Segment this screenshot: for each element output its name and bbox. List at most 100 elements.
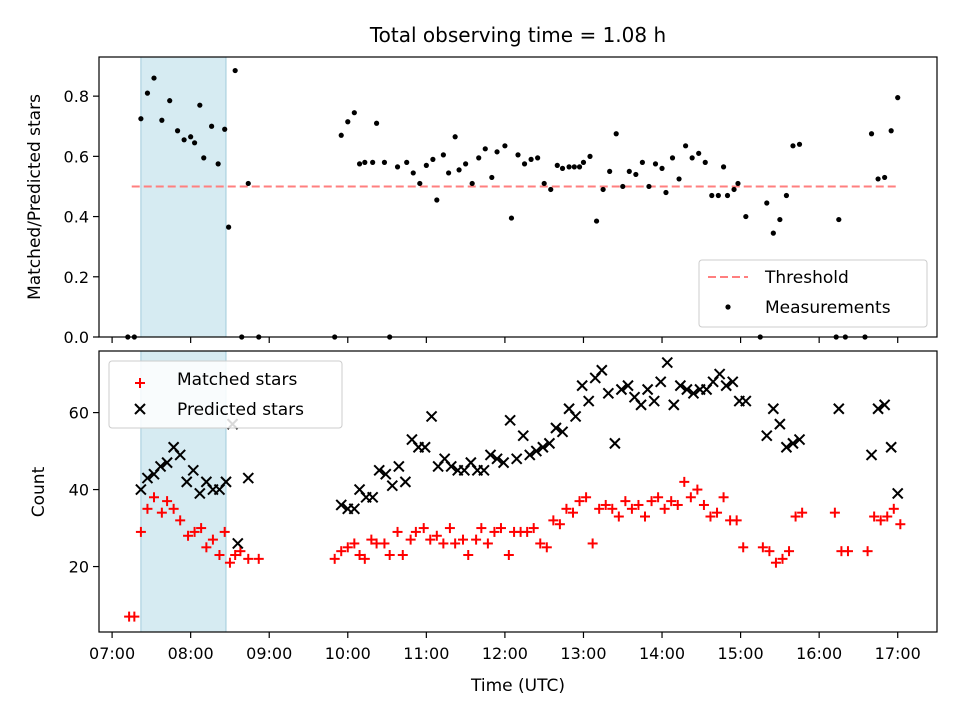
matched-star-point: [224, 557, 235, 568]
measurement-point: [709, 192, 715, 199]
predicted-star-point: [517, 429, 529, 442]
measurement-point: [144, 90, 151, 96]
x-tick-label: 14:00: [639, 644, 685, 663]
predicted-star-point: [767, 403, 780, 415]
matched-star-point: [731, 515, 742, 526]
x-tick-label: 15:00: [718, 644, 764, 663]
measurement-point: [796, 141, 803, 147]
matched-star-point: [129, 611, 140, 622]
measurement-point: [515, 152, 521, 158]
matched-star-point: [522, 526, 533, 537]
measurement-point: [663, 189, 669, 196]
predicted-star-point: [622, 379, 634, 392]
measurement-point: [502, 143, 508, 149]
predicted-star-point: [141, 472, 154, 484]
predicted-star-point: [793, 433, 806, 446]
predicted-star-point: [681, 383, 693, 396]
matched-star-point: [718, 492, 729, 503]
legend-matched-swatch: [135, 378, 145, 388]
matched-star-point: [594, 503, 605, 514]
predicted-star-point: [635, 399, 647, 411]
measurement-point: [593, 218, 600, 224]
measurement-point: [463, 161, 469, 167]
measurement-point: [138, 116, 144, 122]
matched-star-point: [235, 546, 246, 557]
predicted-star-point: [661, 356, 673, 369]
measurement-point: [559, 165, 566, 171]
measurement-point: [174, 128, 181, 134]
predicted-star-point: [576, 379, 588, 392]
predicted-star-point: [174, 449, 186, 461]
matched-star-point: [431, 530, 442, 541]
measurement-point: [790, 143, 796, 149]
predicted-star-point: [393, 460, 405, 473]
matched-star-point: [397, 550, 408, 561]
matched-star-point: [156, 507, 167, 518]
measurement-point: [370, 159, 376, 165]
matched-star-point: [567, 507, 578, 518]
predicted-star-point: [537, 441, 549, 453]
predicted-star-point: [687, 387, 700, 400]
matched-star-point: [797, 507, 808, 518]
matched-star-point: [548, 515, 559, 526]
matched-star-point: [384, 550, 395, 561]
measurement-point: [571, 164, 577, 170]
measurement-point: [373, 120, 380, 126]
x-tick-label: 07:00: [89, 644, 135, 663]
measurement-point: [494, 149, 500, 155]
measurement-point: [580, 159, 587, 165]
measurement-point: [528, 156, 534, 162]
matched-star-point: [201, 542, 212, 553]
measurement-point: [188, 134, 194, 140]
matched-star-point: [862, 546, 873, 557]
predicted-star-point: [668, 399, 680, 411]
measurement-point: [452, 134, 458, 140]
matched-star-point: [489, 526, 500, 537]
measurement-point: [607, 168, 613, 175]
predicted-star-point: [615, 383, 628, 396]
predicted-star-point: [885, 441, 897, 453]
predicted-star-point: [220, 476, 232, 488]
matched-star-point: [495, 523, 506, 534]
matched-star-point: [581, 492, 592, 503]
predicted-star-point: [727, 376, 739, 388]
matched-star-point: [535, 538, 546, 549]
matched-star-point: [554, 519, 565, 530]
predicted-star-point: [425, 410, 438, 423]
matched-star-point: [672, 499, 683, 510]
matched-star-point: [418, 523, 429, 534]
predicted-star-point: [510, 453, 523, 465]
matched-star-point: [666, 496, 677, 507]
predicted-star-point: [556, 426, 569, 438]
predicted-star-point: [774, 418, 786, 430]
x-axis-label: Time (UTC): [470, 676, 565, 696]
top-plot-area: [125, 67, 901, 340]
top-y-tick-label: 0.4: [64, 208, 89, 227]
predicted-star-point: [655, 376, 667, 388]
matched-star-point: [189, 526, 200, 537]
matched-star-point: [336, 546, 347, 557]
predicted-star-point: [550, 422, 562, 434]
measurement-point: [875, 176, 881, 182]
measurement-point: [659, 165, 665, 171]
measurement-point: [345, 119, 351, 125]
matched-star-point: [626, 503, 637, 514]
measurement-point: [669, 155, 676, 161]
matched-star-point: [329, 553, 340, 564]
top-legend-box: [698, 259, 928, 328]
matched-star-point: [764, 546, 775, 557]
predicted-star-point: [648, 395, 660, 407]
measurement-point: [245, 180, 251, 187]
matched-star-point: [692, 484, 703, 495]
matched-star-point: [444, 523, 455, 534]
matched-star-point: [698, 499, 709, 510]
matched-star-point: [561, 503, 572, 514]
matched-star-point: [379, 538, 390, 549]
measurement-point: [554, 162, 560, 168]
predicted-star-point: [504, 414, 516, 426]
measurement-point: [151, 75, 157, 81]
predicted-star-point: [878, 399, 891, 411]
predicted-star-point: [181, 476, 193, 488]
matched-star-point: [230, 550, 241, 561]
measurement-point: [676, 176, 682, 182]
